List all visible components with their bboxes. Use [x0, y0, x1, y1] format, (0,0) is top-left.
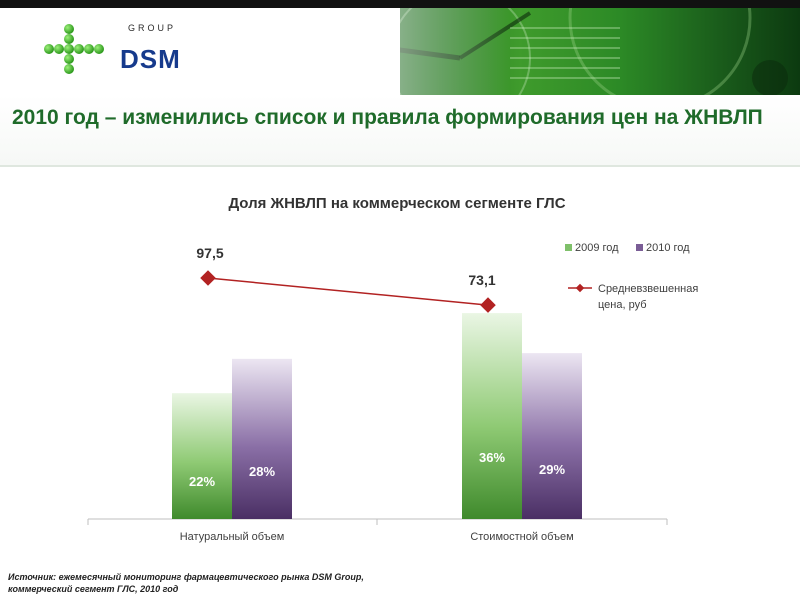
price-data-label: 73,1	[468, 272, 495, 288]
bar-data-label: 22%	[189, 474, 215, 489]
bar-data-label: 28%	[249, 464, 275, 479]
category-label-value: Стоимостной объем	[470, 531, 573, 543]
legend-label-price-line2: цена, руб	[598, 299, 647, 311]
legend-label-2010: 2010 год	[646, 242, 690, 254]
bar-2010-natural	[232, 358, 292, 519]
title-area	[0, 95, 800, 167]
legend-label-price-line1: Средневзвешенная	[598, 283, 698, 295]
bar-2010-value	[522, 353, 582, 519]
price-point-natural	[200, 270, 216, 286]
legend-swatch-2010	[636, 244, 643, 251]
bar-data-label: 29%	[539, 462, 565, 477]
logo-brand-text: DSM	[120, 44, 181, 74]
price-point-value	[480, 297, 496, 313]
category-label-natural: Натуральный объем	[180, 531, 285, 543]
legend-label-2009: 2009 год	[575, 242, 619, 254]
logo-dot-icon	[54, 44, 64, 54]
legend: 2009 год 2010 год Средневзвешенная цена,…	[565, 242, 698, 311]
header-top-strip	[0, 0, 800, 8]
logo-group-text: GROUP	[128, 23, 177, 33]
bar-data-label: 36%	[479, 450, 505, 465]
page-title: 2010 год – изменились список и правила ф…	[12, 106, 763, 129]
logo-dot-icon	[64, 34, 74, 44]
source-line-2: коммерческий сегмент ГЛС, 2010 год	[8, 584, 179, 594]
logo-dot-icon	[74, 44, 84, 54]
header: GROUP DSM	[0, 0, 800, 95]
legend-swatch-2009	[565, 244, 572, 251]
logo-dot-icon	[64, 64, 74, 74]
chart-title: Доля ЖНВЛП на коммерческом сегменте ГЛС	[228, 195, 565, 212]
logo-dot-icon	[84, 44, 94, 54]
logo-dot-icon	[94, 44, 104, 54]
source-line-1: Источник: ежемесячный мониторинг фармаце…	[8, 572, 364, 582]
logo-dot-icon	[64, 54, 74, 64]
price-data-label: 97,5	[196, 245, 223, 261]
logo-dot-icon	[64, 44, 74, 54]
dsm-logo: GROUP DSM	[40, 22, 180, 82]
bar-2009-natural	[172, 393, 232, 519]
header-fade	[150, 8, 510, 95]
source-note: Источник: ежемесячный мониторинг фармаце…	[8, 571, 508, 595]
logo-dot-icon	[64, 24, 74, 34]
price-line	[207, 277, 489, 306]
chart: Доля ЖНВЛП на коммерческом сегменте ГЛС …	[87, 195, 698, 543]
logo-dot-icon	[44, 44, 54, 54]
legend-marker-price	[575, 283, 585, 293]
bar-2009-value	[462, 313, 522, 519]
